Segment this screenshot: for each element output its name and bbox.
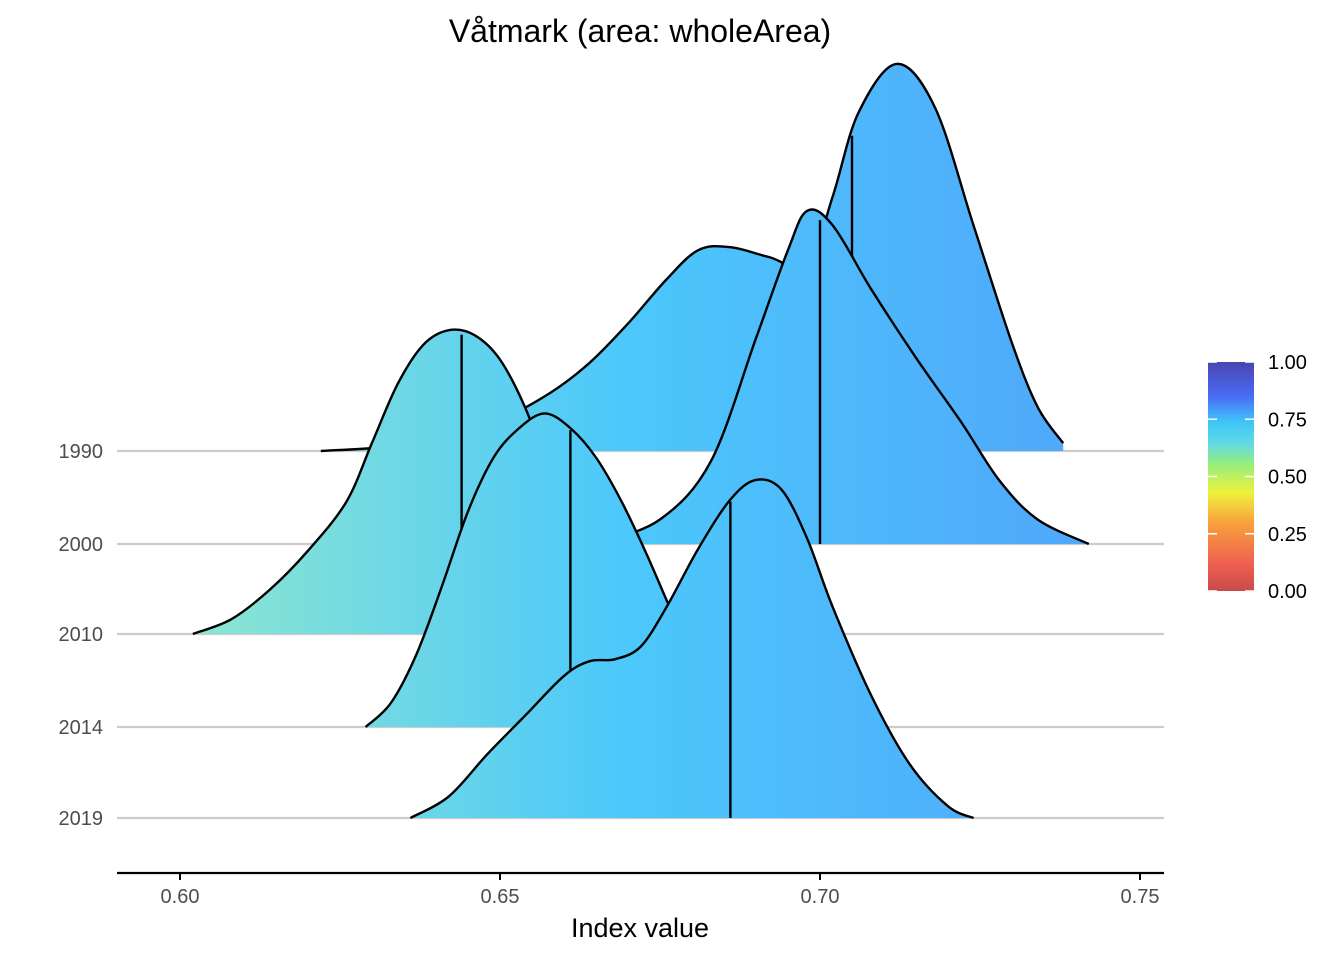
x-tick-label-0.65: 0.65 — [481, 886, 520, 908]
ridge-outline-2000 — [595, 208, 1090, 546]
ridge-2000 — [595, 208, 1090, 546]
x-tick-label-0.70: 0.70 — [801, 886, 840, 908]
y-tick-label-1990: 1990 — [59, 441, 104, 463]
chart-title: Våtmark (area: wholeArea) — [449, 13, 831, 49]
ridge-outline-2019 — [409, 478, 975, 820]
y-tick-label-2000: 2000 — [59, 534, 104, 556]
color-legend: 0.00 0.25 0.50 0.75 1.00 — [1208, 352, 1307, 603]
legend-label-0.25: 0.25 — [1268, 524, 1307, 546]
y-tick-label-2014: 2014 — [59, 717, 104, 739]
legend-label-0.50: 0.50 — [1268, 467, 1307, 489]
x-ticks: 0.60 0.65 0.70 0.75 — [161, 873, 1160, 908]
legend-label-1.00: 1.00 — [1268, 352, 1307, 374]
ridge-2019 — [409, 478, 975, 820]
x-tick-label-0.60: 0.60 — [161, 886, 200, 908]
legend-label-0.00: 0.00 — [1268, 581, 1307, 603]
ridges — [192, 62, 1090, 820]
ridge-fill-2019 — [410, 479, 974, 818]
ridge-fill-2000 — [596, 209, 1089, 544]
x-tick-label-0.75: 0.75 — [1121, 886, 1160, 908]
y-tick-labels: 1990 2000 2010 2014 2019 — [59, 441, 104, 830]
legend-label-0.75: 0.75 — [1268, 409, 1307, 431]
x-axis-title: Index value — [571, 913, 709, 943]
y-tick-label-2010: 2010 — [59, 624, 104, 646]
y-tick-label-2019: 2019 — [59, 808, 104, 830]
